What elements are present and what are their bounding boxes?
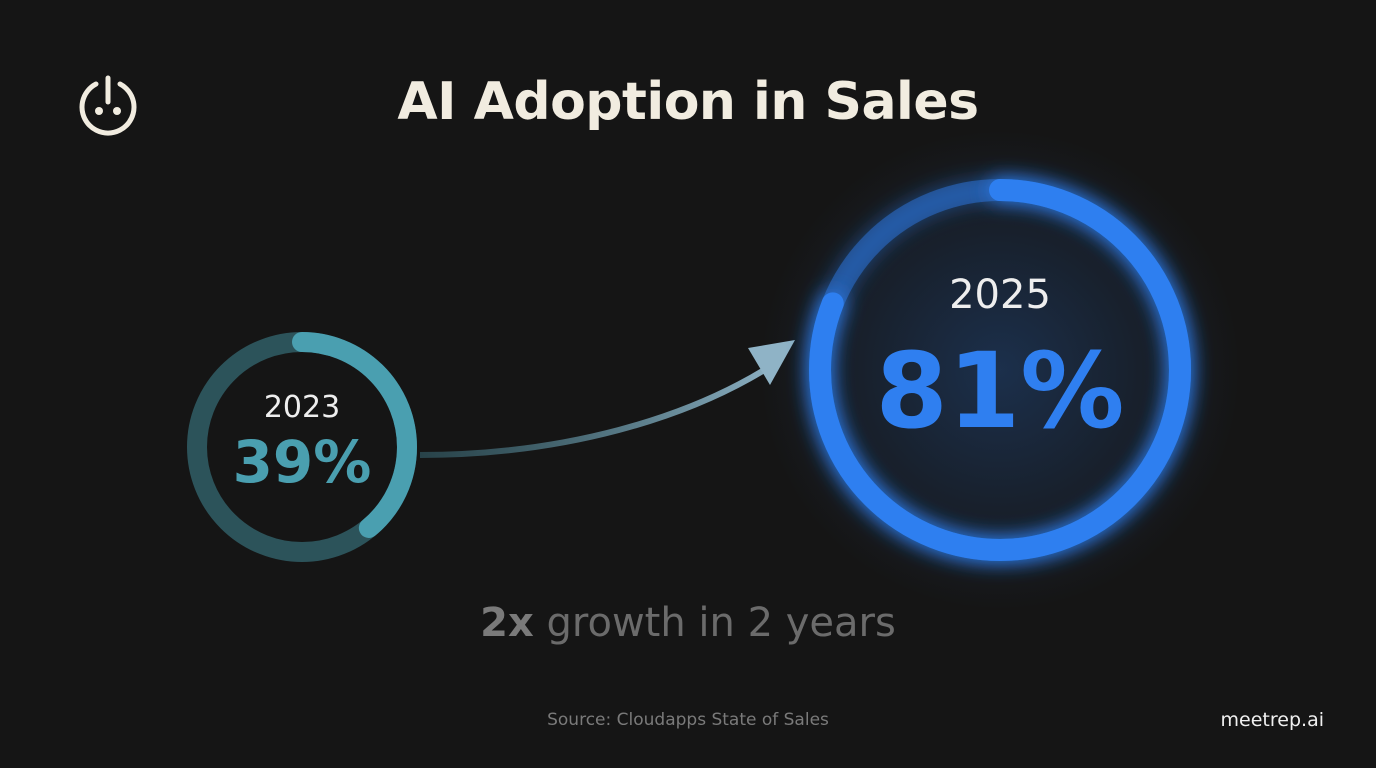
ring-progress-2023 <box>187 332 417 562</box>
growth-caption: 2x growth in 2 years <box>0 600 1376 646</box>
source-text: Source: Cloudapps State of Sales <box>547 710 829 730</box>
ring-progress-2025 <box>809 179 1191 561</box>
growth-arrow <box>419 357 782 458</box>
growth-bold: 2x <box>480 600 534 646</box>
growth-text: growth in 2 years <box>533 600 896 646</box>
year-label-2025: 2025 <box>949 272 1051 318</box>
page-title: AI Adoption in Sales <box>397 72 979 132</box>
year-label-2023: 2023 <box>263 390 341 425</box>
value-label-2025: 81% <box>875 330 1125 452</box>
power-plug-icon <box>79 75 137 136</box>
brand-link[interactable]: meetrep.ai <box>1220 709 1324 731</box>
growth-arrowhead <box>748 340 795 385</box>
value-label-2023: 39% <box>232 428 372 496</box>
